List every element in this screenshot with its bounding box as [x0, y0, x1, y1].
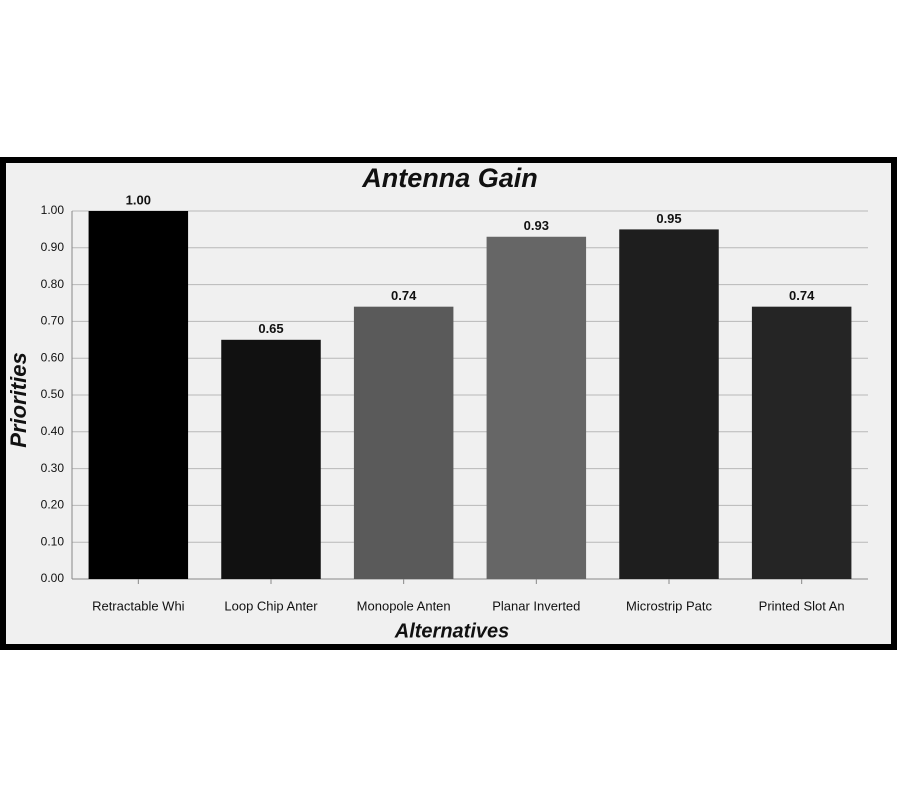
y-tick-label: 1.00 [41, 203, 65, 217]
y-axis-label: Priorities [6, 352, 31, 447]
x-tick-label: Loop Chip Anter [224, 598, 318, 613]
value-label: 0.74 [391, 288, 417, 303]
x-tick-label: Retractable Whi [92, 598, 185, 613]
bar [88, 211, 189, 579]
chart-title: Antenna Gain [361, 163, 538, 193]
x-tick-label: Monopole Anten [357, 598, 451, 613]
value-label: 0.65 [258, 321, 283, 336]
bar [353, 306, 454, 579]
x-axis-label: Alternatives [394, 620, 510, 642]
y-tick-label: 0.70 [41, 314, 65, 328]
y-tick-label: 0.10 [41, 534, 65, 548]
y-tick-label: 0.00 [41, 571, 65, 585]
x-tick-label: Microstrip Patc [626, 598, 712, 613]
bar [221, 339, 321, 579]
x-tick-label: Planar Inverted [492, 598, 580, 613]
y-tick-label: 0.80 [41, 277, 65, 291]
bar [619, 229, 719, 579]
value-label: 0.74 [789, 288, 815, 303]
y-tick-label: 0.30 [41, 461, 65, 475]
y-tick-label: 0.60 [41, 350, 65, 364]
y-tick-label: 0.20 [41, 498, 65, 512]
bar [486, 236, 587, 579]
bar [751, 306, 852, 579]
value-label: 0.95 [656, 211, 681, 226]
y-tick-label: 0.40 [41, 424, 65, 438]
x-tick-label: Printed Slot An [759, 598, 845, 613]
y-tick-label: 0.90 [41, 240, 65, 254]
y-tick-label: 0.50 [41, 387, 65, 401]
value-label: 0.93 [524, 218, 549, 233]
value-label: 1.00 [126, 192, 151, 207]
